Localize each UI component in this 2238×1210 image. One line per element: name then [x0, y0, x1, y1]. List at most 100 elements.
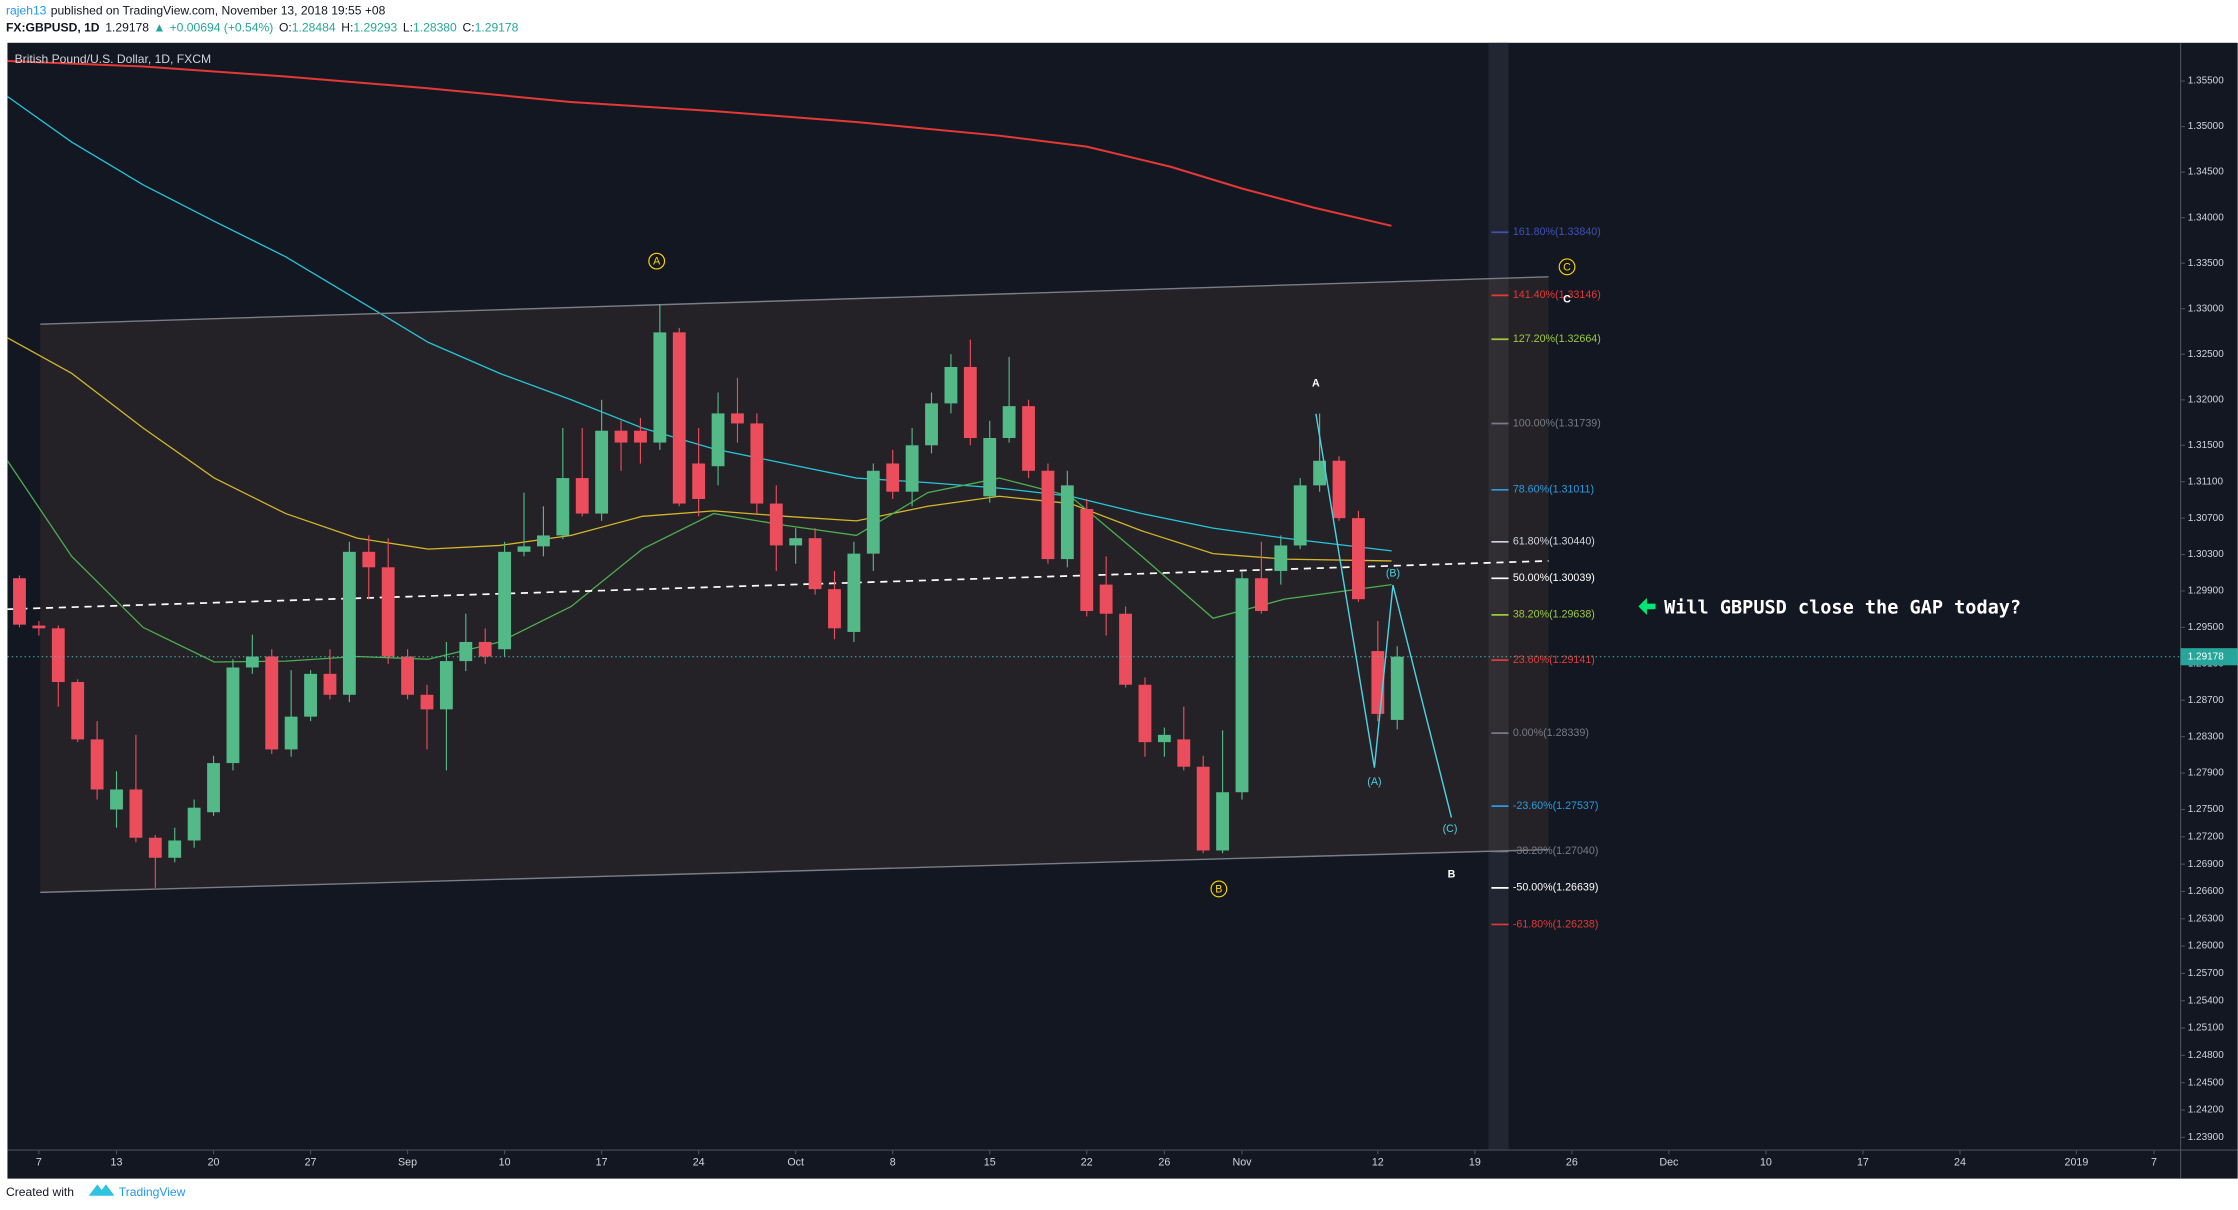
candle-body: [847, 553, 861, 632]
candle-body: [439, 661, 453, 710]
candle-body: [653, 332, 667, 443]
candle-body: [32, 625, 46, 629]
last-price-box: [2180, 648, 2238, 666]
y-tick-label: 1.34000: [2188, 212, 2224, 223]
candle-body: [692, 463, 706, 500]
candle-body: [1060, 485, 1074, 560]
publish-line: rajeh13 published on TradingView.com, Nov…: [6, 4, 386, 18]
candle-body: [478, 641, 492, 657]
candle-body: [1157, 734, 1171, 743]
candle-body: [401, 656, 415, 695]
y-tick-label: 1.29500: [2188, 622, 2224, 633]
wave-label: B: [1215, 883, 1222, 895]
y-tick-label: 1.30300: [2188, 549, 2224, 560]
y-tick-label: 1.25700: [2188, 968, 2224, 979]
candle-body: [575, 478, 589, 514]
candle-body: [245, 656, 259, 668]
candle-body: [148, 837, 162, 858]
ohlc-value: 1.29293: [353, 21, 397, 35]
y-tick-label: 1.26900: [2188, 859, 2224, 870]
x-tick-label: 7: [2151, 1157, 2157, 1169]
candle-body: [1080, 509, 1094, 612]
y-tick-label: 1.33500: [2188, 258, 2224, 269]
y-tick-label: 1.35000: [2188, 121, 2224, 132]
x-tick-label: 27: [305, 1157, 317, 1169]
ohlc-label: L:: [403, 21, 413, 35]
candle-body: [769, 503, 783, 546]
y-tick-label: 1.24800: [2188, 1050, 2224, 1061]
plot: 1.35500 1.35000 1.34500 1.34000 1.33500 1.330…: [6, 60, 2238, 1169]
candle-body: [1313, 460, 1327, 486]
candle-body: [459, 641, 473, 662]
candle-body: [634, 430, 647, 443]
footer-text: Created with: [6, 1185, 74, 1199]
wave-circle: [1558, 258, 1576, 276]
candle-body: [13, 578, 26, 625]
brand-logo: [88, 1184, 115, 1196]
moving-average: [7, 60, 1392, 227]
ohlc-value: 1.29178: [475, 21, 519, 35]
candle-body: [381, 567, 395, 657]
symbol-line: FX:GBPUSD, 1D 1.29178 ▲ +0.00694 (+0.54%) O:…: [6, 21, 519, 35]
fib-label: 23.60%(1.29141): [1513, 654, 1595, 666]
y-tick-label: 1.23900: [2188, 1132, 2224, 1143]
y-tick-label: 1.35500: [2188, 76, 2224, 87]
y-tick-label: 1.34500: [2188, 167, 2224, 178]
fib-label: 50.00%(1.30039): [1513, 572, 1595, 584]
wave-label: (A): [1367, 776, 1381, 788]
candle-body: [110, 789, 123, 810]
wave-circle: [648, 252, 666, 270]
wave-circle: [1210, 880, 1228, 898]
minor-wave-labels: A B C: [1312, 293, 1571, 880]
x-tick-label: 10: [1760, 1157, 1772, 1169]
candle-body: [1293, 485, 1307, 546]
annotation-arrow: [1638, 597, 1656, 615]
ohlc-value: 1.28484: [292, 21, 336, 35]
candle-body: [284, 716, 298, 750]
moving-average: [6, 460, 1392, 663]
y-tick-label: 1.26300: [2188, 913, 2224, 924]
x-tick-label: 13: [111, 1157, 123, 1169]
candle-body: [1235, 578, 1249, 793]
wave-path: [1315, 413, 1453, 818]
last-price-label: 1.29178: [2188, 651, 2224, 662]
wave-label: (C): [1443, 823, 1458, 835]
candle-body: [420, 694, 434, 710]
fib-label: 38.20%(1.29638): [1513, 609, 1595, 621]
candle-body: [1390, 656, 1404, 720]
y-tick-label: 1.27900: [2188, 768, 2224, 779]
chart-title: British Pound/U.S. Dollar, 1D, FXCM: [15, 52, 212, 66]
candle-body: [595, 430, 609, 514]
candle-body: [323, 673, 337, 695]
symbol: FX:GBPUSD, 1D: [6, 21, 100, 35]
x-tick-label: 26: [1566, 1157, 1578, 1169]
wave-label: B: [1448, 869, 1456, 881]
y-tick-label: 1.27500: [2188, 804, 2224, 815]
gap-band: [1488, 42, 1509, 1151]
fib-label: -38.20%(1.27040): [1513, 845, 1599, 857]
candle-body: [983, 437, 997, 497]
sub-wave-labels: (A) (B) (C): [1367, 567, 1457, 834]
fib-label: 0.00%(1.28339): [1513, 727, 1589, 739]
candle-body: [556, 478, 570, 536]
moving-average: [7, 337, 1392, 562]
trend-line: [40, 276, 1549, 325]
y-tick-label: 1.25100: [2188, 1023, 2224, 1034]
y-tick-label: 1.32500: [2188, 349, 2224, 360]
candle-body: [808, 538, 822, 590]
candle-body: [1332, 460, 1346, 519]
candle-body: [1351, 518, 1365, 600]
candle-body: [1196, 766, 1210, 851]
candle-body: [517, 546, 531, 552]
x-tick-label: 2019: [2065, 1157, 2089, 1169]
candle-body: [1002, 406, 1016, 438]
candle-body: [1177, 739, 1191, 767]
y-tick-label: 1.31100: [2188, 476, 2224, 487]
fib-label: 61.80%(1.30440): [1513, 536, 1595, 548]
x-tick-label: 10: [499, 1157, 511, 1169]
candle-body: [944, 366, 958, 404]
y-tick-label: 1.33000: [2188, 303, 2224, 314]
x-tick-label: 24: [693, 1157, 705, 1169]
x-tick-label: 22: [1081, 1157, 1093, 1169]
candle-body: [1274, 545, 1288, 571]
